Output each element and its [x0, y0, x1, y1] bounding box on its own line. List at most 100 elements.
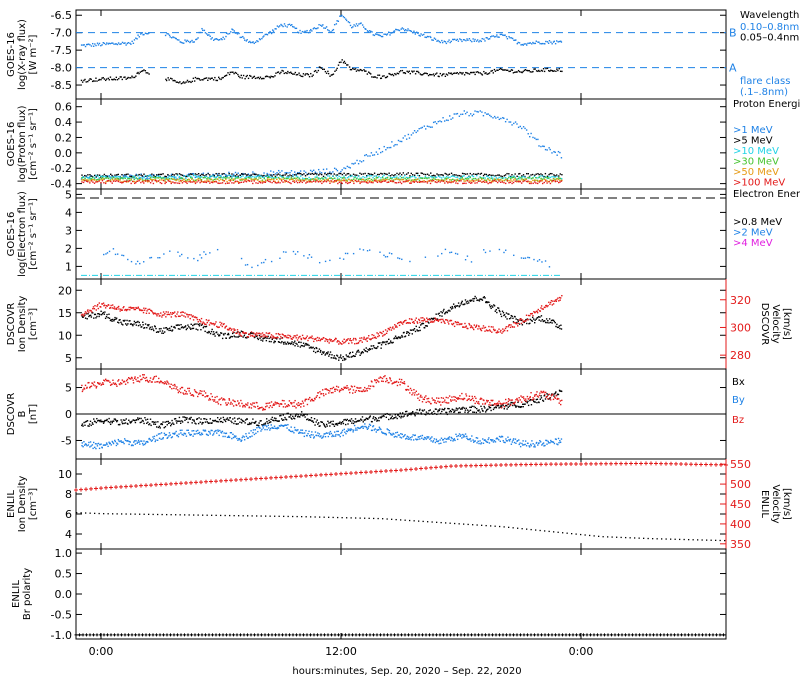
data-point	[305, 343, 308, 345]
data-point	[99, 443, 101, 446]
data-point	[298, 172, 301, 174]
data-point	[300, 32, 302, 35]
data-point	[200, 434, 202, 436]
data-point	[530, 404, 533, 406]
data-point	[452, 307, 454, 309]
data-point	[477, 71, 480, 74]
data-point	[233, 328, 235, 330]
data-point	[323, 27, 325, 29]
data-point	[360, 426, 363, 428]
data-point	[323, 179, 326, 181]
data-point	[545, 67, 547, 70]
data-point	[130, 307, 132, 309]
data-point	[263, 174, 265, 177]
data-point	[316, 71, 318, 74]
data-point	[375, 180, 377, 182]
data-point	[240, 36, 243, 39]
data-point	[155, 180, 158, 182]
data-point	[251, 41, 253, 44]
data-point	[529, 399, 531, 402]
data-point	[200, 31, 202, 34]
data-point	[109, 76, 112, 78]
data-point	[287, 334, 289, 336]
data-point	[335, 338, 337, 340]
data-point	[355, 353, 357, 355]
data-point	[181, 429, 183, 431]
data-point	[161, 314, 164, 316]
data-point	[549, 176, 552, 179]
data-point	[171, 330, 173, 332]
data-point	[309, 178, 312, 180]
data-point	[89, 78, 91, 80]
data-point	[424, 319, 426, 321]
data-point	[556, 175, 558, 178]
data-point	[269, 176, 271, 178]
data-point	[257, 76, 260, 79]
data-point	[376, 420, 378, 422]
data-point	[461, 300, 463, 303]
data-point	[378, 34, 380, 36]
data-point	[227, 332, 230, 335]
data-point	[493, 115, 496, 118]
data-point	[531, 43, 533, 45]
data-point	[461, 172, 464, 175]
data-point	[173, 326, 176, 328]
data-point	[403, 331, 405, 334]
data-point	[246, 176, 248, 178]
data-point	[116, 420, 118, 423]
data-point	[334, 177, 336, 179]
data-point	[91, 312, 93, 314]
panel-frame-proton	[75, 98, 727, 190]
data-point	[341, 14, 343, 17]
data-point	[268, 337, 270, 340]
data-point	[462, 72, 464, 74]
data-point	[479, 298, 481, 300]
data-point	[215, 420, 217, 423]
data-point	[201, 173, 203, 176]
data-point	[338, 61, 341, 64]
data-point	[468, 180, 470, 182]
data-point	[105, 315, 108, 318]
data-point	[281, 176, 283, 178]
data-point	[373, 172, 376, 174]
data-point	[329, 171, 331, 173]
data-point	[83, 79, 85, 82]
data-point	[261, 335, 263, 337]
data-point	[495, 180, 497, 182]
data-point	[425, 413, 427, 416]
data-point	[376, 77, 378, 79]
data-point	[178, 175, 181, 178]
data-point	[321, 421, 324, 423]
data-point	[397, 29, 400, 31]
data-point	[431, 178, 433, 181]
data-point	[280, 71, 282, 74]
data-point	[244, 178, 246, 180]
data-point	[443, 308, 445, 311]
data-point	[283, 424, 285, 427]
data-point	[552, 176, 555, 178]
data-point	[157, 433, 160, 435]
data-point	[231, 182, 233, 184]
data-point	[191, 173, 193, 176]
data-point	[217, 174, 219, 177]
data-point	[360, 351, 363, 354]
data-point	[104, 311, 106, 313]
data-point	[375, 418, 377, 420]
data-point	[442, 179, 445, 181]
data-point	[191, 430, 193, 432]
data-point	[136, 180, 139, 182]
data-point	[517, 319, 519, 321]
data-point	[460, 301, 463, 304]
data-point	[475, 411, 478, 414]
data-point	[330, 173, 332, 175]
data-point	[251, 332, 253, 334]
data-point	[372, 425, 375, 427]
data-point	[319, 425, 321, 427]
data-point	[388, 328, 390, 330]
data-point	[134, 421, 137, 424]
data-point	[346, 165, 349, 168]
data-point	[336, 67, 338, 70]
data-point	[218, 179, 220, 182]
data-point	[388, 418, 390, 421]
data-point	[226, 180, 228, 183]
